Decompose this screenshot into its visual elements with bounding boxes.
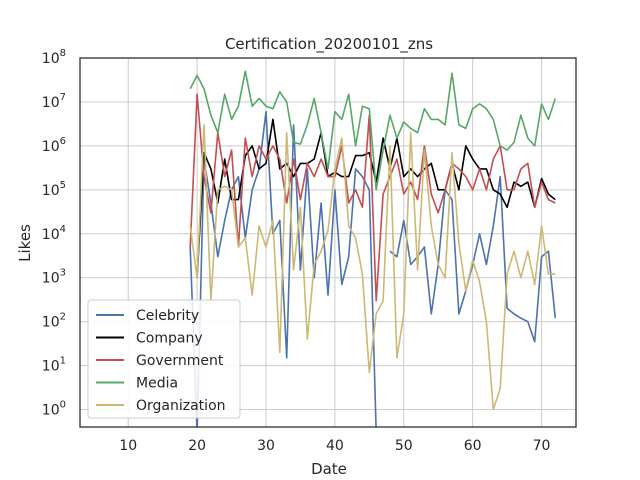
y-tick-label: 100 xyxy=(42,400,66,419)
legend-label: Government xyxy=(136,353,224,369)
y-axis-label: Likes xyxy=(16,224,34,262)
x-tick-label: 50 xyxy=(395,438,413,454)
series-line-government xyxy=(189,93,556,302)
x-tick-label: 20 xyxy=(188,438,206,454)
x-tick-label: 40 xyxy=(326,438,344,454)
y-tick-label: 106 xyxy=(42,136,66,155)
x-ticks: 10 20 30 40 50 60 70 xyxy=(119,438,550,454)
legend: Celebrity Company Government Media Organizat… xyxy=(87,299,241,419)
series-line-media xyxy=(189,70,557,191)
y-tick-label: 108 xyxy=(42,48,66,67)
y-tick-label: 107 xyxy=(42,92,66,111)
y-tick-label: 105 xyxy=(42,180,66,199)
x-tick-label: 70 xyxy=(533,438,551,454)
y-tick-label: 101 xyxy=(42,356,66,375)
x-tick-label: 60 xyxy=(464,438,482,454)
series-line-organization xyxy=(189,124,556,411)
legend-label: Organization xyxy=(136,398,226,414)
x-axis-label: Date xyxy=(311,460,347,478)
y-ticks: 100 101 102 103 104 105 106 107 108 xyxy=(42,48,66,419)
plot-frame xyxy=(79,57,577,428)
y-tick-label: 103 xyxy=(42,268,66,287)
x-tick-label: 10 xyxy=(119,438,137,454)
series-line-celebrity xyxy=(189,110,377,427)
legend-label: Media xyxy=(136,376,178,392)
y-tick-label: 104 xyxy=(42,224,66,243)
chart-title: Certification_20200101_zns xyxy=(225,35,433,54)
legend-box xyxy=(87,299,241,419)
legend-label: Company xyxy=(136,331,203,347)
legend-label: Celebrity xyxy=(136,308,199,324)
x-tick-label: 30 xyxy=(257,438,275,454)
series-layer xyxy=(189,70,557,427)
y-tick-label: 102 xyxy=(42,312,66,331)
